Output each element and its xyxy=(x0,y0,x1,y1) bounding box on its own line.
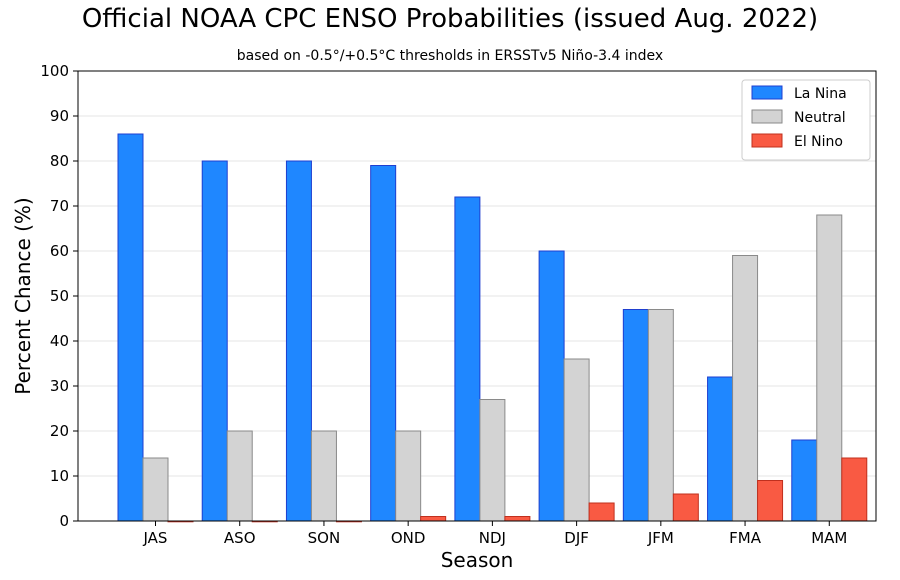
y-tick-label: 100 xyxy=(40,62,69,80)
x-axis-title: Season xyxy=(441,548,514,572)
bar-neutral-jas xyxy=(142,457,169,522)
bar-neutral-ndj xyxy=(479,399,506,522)
bar-neutral-jfm xyxy=(647,309,674,522)
bar-la-nina-djf xyxy=(538,250,565,522)
bar-el-nino-djf xyxy=(588,502,615,522)
bar-la-nina-son xyxy=(285,160,312,522)
y-tick-label: 70 xyxy=(50,197,69,215)
legend-swatch xyxy=(751,109,783,124)
bar-el-nino-jfm xyxy=(672,493,699,522)
bar-el-nino-ond xyxy=(420,516,447,522)
legend-label: La Nina xyxy=(794,86,847,102)
bar-el-nino-ndj xyxy=(504,516,531,522)
y-axis-title: Percent Chance (%) xyxy=(11,197,35,394)
x-tick-label: SON xyxy=(308,529,341,547)
x-tick-label: FMA xyxy=(729,529,762,547)
chart-subtitle: based on -0.5°/+0.5°C thresholds in ERSS… xyxy=(236,48,664,64)
legend: La Nina Neutral El Nino xyxy=(741,79,871,161)
y-tick-label: 90 xyxy=(50,107,69,125)
bar-la-nina-ndj xyxy=(454,196,481,522)
bar-neutral-ond xyxy=(395,430,422,522)
chart-title: Official NOAA CPC ENSO Probabilities (is… xyxy=(81,4,819,34)
bar-la-nina-mam xyxy=(791,439,818,522)
y-tick-label: 30 xyxy=(50,377,69,395)
legend-swatch xyxy=(751,85,783,100)
bar-la-nina-fma xyxy=(707,376,734,522)
x-tick-label: JFM xyxy=(647,529,674,547)
bar-neutral-aso xyxy=(226,430,253,522)
bar-neutral-djf xyxy=(563,358,590,522)
legend-swatch xyxy=(751,133,783,148)
x-tick-label: DJF xyxy=(564,529,589,547)
y-tick-label: 10 xyxy=(50,467,69,485)
y-tick-label: 40 xyxy=(50,332,69,350)
x-ticks: JAS ASO SON OND NDJ DJF JFM FMA MAM xyxy=(143,521,847,547)
y-tick-label: 0 xyxy=(59,512,69,530)
bar-la-nina-ond xyxy=(370,165,397,522)
bar-neutral-mam xyxy=(816,214,843,522)
bars xyxy=(117,133,868,523)
y-ticks: 0 10 20 30 40 50 60 70 80 90 100 xyxy=(40,62,78,530)
bar-la-nina-jfm xyxy=(622,309,649,522)
x-tick-label: ASO xyxy=(224,529,256,547)
bar-neutral-son xyxy=(310,430,337,522)
legend-label: El Nino xyxy=(794,134,843,150)
bar-el-nino-mam xyxy=(841,457,868,522)
bar-neutral-fma xyxy=(732,255,759,522)
bar-la-nina-jas xyxy=(117,133,144,522)
x-tick-label: MAM xyxy=(811,529,847,547)
x-tick-label: NDJ xyxy=(479,529,506,547)
legend-label: Neutral xyxy=(794,110,846,126)
y-tick-label: 50 xyxy=(50,287,69,305)
x-tick-label: JAS xyxy=(143,529,168,547)
bar-el-nino-fma xyxy=(757,480,784,522)
x-tick-label: OND xyxy=(391,529,426,547)
bar-la-nina-aso xyxy=(201,160,228,522)
y-tick-label: 80 xyxy=(50,152,69,170)
y-tick-label: 60 xyxy=(50,242,69,260)
y-tick-label: 20 xyxy=(50,422,69,440)
